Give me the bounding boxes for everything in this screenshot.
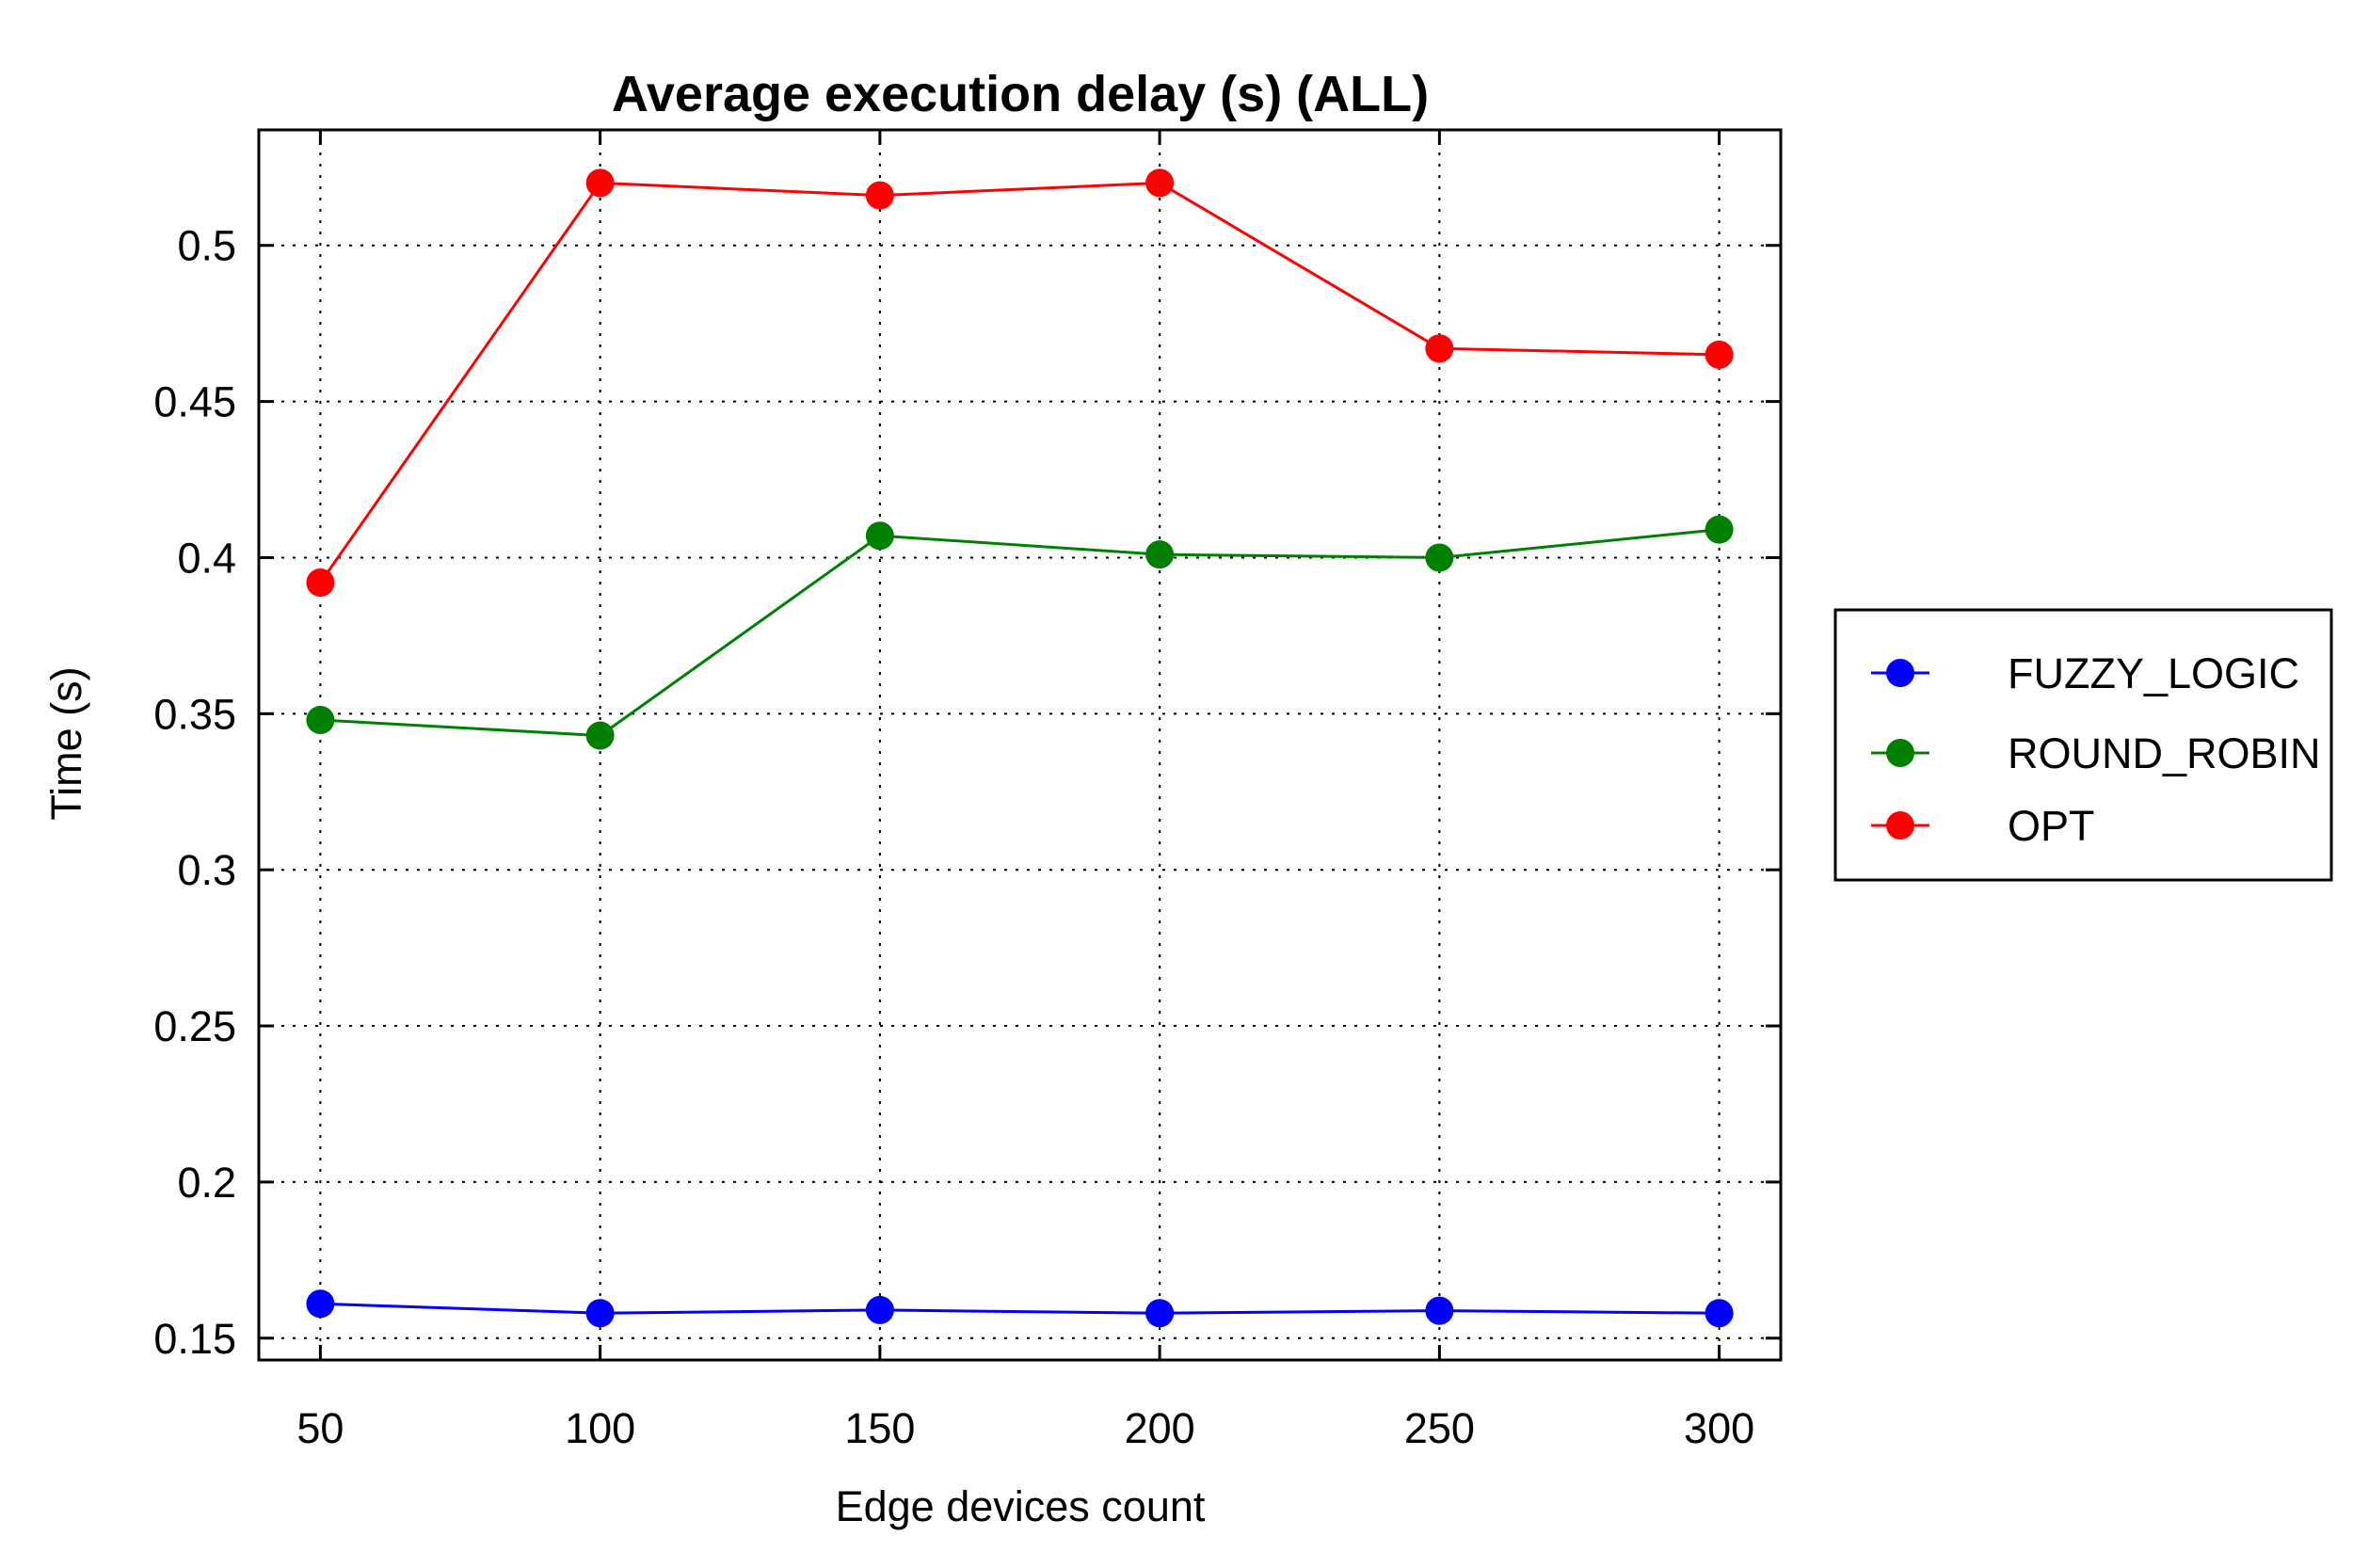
legend-label: ROUND_ROBIN xyxy=(2008,729,2321,777)
data-point xyxy=(306,1289,335,1319)
data-point xyxy=(1705,515,1734,544)
data-point xyxy=(1145,1299,1175,1328)
legend-marker xyxy=(1886,659,1914,687)
data-point xyxy=(865,1295,894,1324)
y-tick-label: 0.15 xyxy=(153,1315,236,1363)
legend-label: FUZZY_LOGIC xyxy=(2008,649,2299,697)
data-point xyxy=(1425,1296,1454,1325)
y-axis-label: Time (s) xyxy=(42,666,90,820)
plot-frame xyxy=(257,128,1783,1362)
data-point xyxy=(585,721,615,750)
y-tick-label: 0.3 xyxy=(177,846,236,894)
axis-ticks xyxy=(259,130,1781,1360)
y-tick-label: 0.45 xyxy=(153,378,236,426)
data-point xyxy=(1425,334,1454,363)
data-point xyxy=(1145,168,1175,198)
x-tick-label: 100 xyxy=(565,1404,635,1452)
legend: FUZZY_LOGIC ROUND_ROBIN OPT xyxy=(1833,608,2333,882)
data-point xyxy=(865,181,894,210)
legend-marker xyxy=(1886,811,1914,840)
x-tick-label: 150 xyxy=(844,1404,915,1452)
data-point xyxy=(306,705,335,734)
y-tick-label: 0.2 xyxy=(177,1159,236,1207)
data-point xyxy=(1705,1299,1734,1328)
x-tick-label: 300 xyxy=(1684,1404,1754,1452)
grid-lines xyxy=(259,130,1781,1360)
x-tick-label: 50 xyxy=(296,1404,344,1452)
y-tick-label: 0.4 xyxy=(177,534,236,582)
data-point xyxy=(1705,340,1734,369)
data-point xyxy=(1425,543,1454,572)
data-point xyxy=(306,568,335,598)
data-point xyxy=(1145,540,1175,569)
chart-title: Average execution delay (s) (ALL) xyxy=(612,66,1429,122)
y-tick-label: 0.5 xyxy=(177,222,236,270)
series-lines xyxy=(306,168,1734,1328)
legend-marker xyxy=(1886,739,1914,767)
series-line-opt xyxy=(319,181,1720,584)
data-point xyxy=(585,1299,615,1328)
legend-label: OPT xyxy=(2008,802,2095,850)
x-axis-label: Edge devices count xyxy=(836,1482,1206,1530)
y-tick-label: 0.35 xyxy=(153,690,236,738)
data-point xyxy=(585,168,615,198)
series-line-round-robin xyxy=(320,528,1720,738)
x-tick-label: 250 xyxy=(1404,1404,1475,1452)
y-tick-label: 0.25 xyxy=(153,1002,236,1050)
x-tick-label: 200 xyxy=(1125,1404,1195,1452)
series-line-fuzzy-logic xyxy=(320,1302,1720,1315)
legend-box xyxy=(1833,608,2333,882)
data-point xyxy=(865,521,894,551)
